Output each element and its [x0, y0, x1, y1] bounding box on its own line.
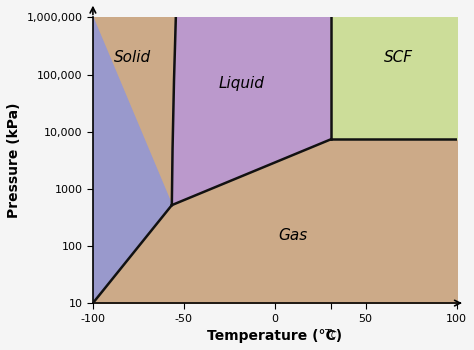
Polygon shape: [172, 18, 331, 205]
Text: Liquid: Liquid: [219, 76, 265, 91]
Text: Solid: Solid: [114, 50, 152, 65]
Y-axis label: Pressure (kPa): Pressure (kPa): [7, 103, 21, 218]
Text: SCF: SCF: [384, 50, 413, 65]
Text: Gas: Gas: [278, 229, 308, 243]
Text: T$_C$: T$_C$: [324, 327, 338, 341]
X-axis label: Temperature (°C): Temperature (°C): [207, 329, 342, 343]
Polygon shape: [93, 18, 176, 303]
